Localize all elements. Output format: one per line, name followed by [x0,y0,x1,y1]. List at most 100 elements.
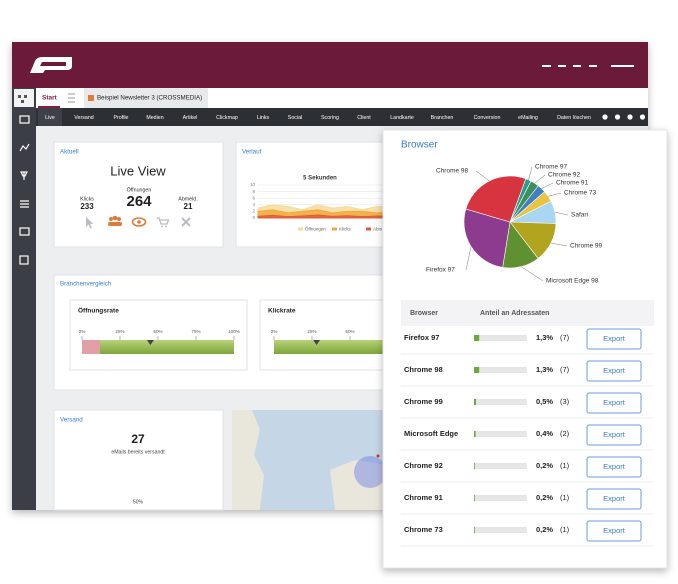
nav-item[interactable]: Branchen [431,115,454,121]
gauge-title: Klickrate [268,308,296,315]
y-tick-label: 2 [252,209,255,214]
share-track [474,399,527,405]
gauge-bar [82,340,234,354]
panel-title: Verlauf [242,149,262,156]
share-bar [474,367,480,373]
chart-title: 5 Sekunden [303,176,337,182]
nav-item[interactable]: Versand [74,115,93,121]
count-label: (1) [560,461,570,470]
export-button[interactable] [586,328,642,350]
table-header-bg [401,300,654,326]
browser-name: Chrome 91 [404,493,443,502]
export-label[interactable]: Export [603,462,626,471]
versand-count: 27 [131,432,145,446]
browser-name: Microsoft Edge [404,429,458,438]
nav-item[interactable]: Profile [113,115,128,121]
gauge-tick-label: 0% [79,329,86,334]
export-label[interactable]: Export [603,526,626,535]
share-label: 1,3% [536,365,553,374]
nav-item[interactable]: Live [45,115,55,121]
newsletter-icon [88,95,94,101]
nav-item[interactable]: Social [288,115,302,121]
export-label[interactable]: Export [603,398,626,407]
gauge-tick-label: 25% [307,329,316,334]
y-tick-label: 10 [250,182,256,187]
gauge-tick-label: 25% [115,329,124,334]
share-bar [474,463,475,469]
nav-item[interactable]: Scoring [321,115,339,121]
share-bar [474,431,476,437]
y-tick-label: 6 [252,195,255,200]
tab-icon [18,95,27,103]
nav-item[interactable]: Medien [146,115,163,121]
share-label: 0,2% [536,461,553,470]
nav-item[interactable]: Conversion [474,115,501,121]
panel-title: Branchenvergleich [60,281,112,288]
nav-icon[interactable] [627,114,633,120]
export-button[interactable] [586,360,642,382]
browser-name: Chrome 92 [404,461,443,470]
export-button[interactable] [586,520,642,542]
stat-value: 233 [80,202,94,211]
leader-line [541,182,554,189]
nav-item[interactable]: eMailing [518,115,538,121]
export-button[interactable] [586,392,642,414]
nav-icon[interactable] [602,114,608,120]
pie-label: Chrome 91 [556,180,589,187]
nav-icon[interactable] [639,114,646,120]
pie-label: Chrome 73 [564,190,597,197]
export-button[interactable] [586,488,642,510]
export-label[interactable]: Export [603,494,626,503]
sidebar-icons [19,115,30,265]
leader-line [550,242,568,247]
browser-name: Chrome 99 [404,397,443,406]
nav-icon[interactable] [614,114,621,120]
share-track [474,431,527,437]
legend-swatch [366,227,371,231]
pie-slice [463,208,511,268]
stat-value: 264 [126,193,152,210]
share-label: 0,2% [536,525,553,534]
browser-name: Chrome 98 [404,365,443,374]
share-track [474,463,527,469]
count-label: (3) [560,397,570,406]
count-label: (7) [560,365,570,374]
logo [30,57,72,73]
nav-bar [36,108,648,126]
nav-item[interactable]: Daten löschen [557,115,591,121]
nav-item[interactable]: Artikel [183,115,198,121]
live-view: Live View [110,163,166,178]
gauge-marker [313,340,321,345]
share-bar [474,495,475,501]
table-header: Anteil an Adressaten [480,310,549,317]
export-label[interactable]: Export [603,334,626,343]
export-button[interactable] [586,424,642,446]
tab[interactable]: Beispiel Newsletter 3 (CROSSMEDIA) [97,95,202,102]
stat-label: Abmeld. [178,196,197,202]
nav-item[interactable]: Client [357,115,371,121]
y-tick-label: 0 [252,215,255,220]
nav-item[interactable]: Clickmap [216,115,238,121]
y-tick-label: 8 [252,189,255,194]
browser-name: Firefox 97 [404,333,439,342]
nav-item[interactable]: Links [257,115,270,121]
gauge-box [69,299,248,371]
gauge-bar-red [82,340,100,354]
export-label[interactable]: Export [603,366,626,375]
export-button[interactable] [586,456,642,478]
menu-icon[interactable] [68,93,75,103]
panel-branchen [53,274,391,391]
share-bar [474,527,475,533]
gauge-marker [146,340,154,345]
tab[interactable]: Start [42,95,58,102]
nav-item[interactable]: Landkarte [390,115,414,121]
count-label: (2) [560,429,570,438]
browser-name: Chrome 73 [404,525,443,534]
export-label[interactable]: Export [603,430,626,439]
legend-label: Klicks [339,227,352,232]
share-bar [474,335,480,341]
leader-line [534,174,546,184]
share-track [474,527,527,533]
